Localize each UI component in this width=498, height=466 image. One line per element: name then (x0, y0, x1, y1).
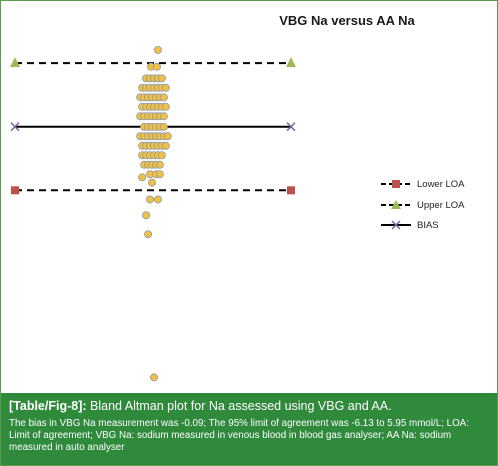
legend-item-bias: BIAS (381, 220, 439, 231)
data-point (138, 173, 147, 182)
data-point (161, 102, 170, 111)
triangle-marker-icon (391, 200, 401, 209)
upper-loa-marker-right (286, 57, 296, 68)
data-point (155, 170, 164, 179)
data-point (148, 178, 157, 187)
legend: Lower LOA Upper LOA BIAS (381, 179, 465, 231)
data-point (159, 122, 168, 131)
data-point (157, 151, 166, 160)
caption-note: The bias in VBG Na measurement was -0.09… (9, 417, 469, 454)
data-point (161, 83, 170, 92)
data-point (153, 45, 162, 54)
data-point (149, 373, 158, 382)
upper-loa-marker-left (10, 57, 20, 68)
caption-heading: [Table/Fig-8]: Bland Altman plot for Na … (9, 399, 489, 415)
data-point (155, 160, 164, 169)
data-point (142, 211, 151, 220)
data-point (163, 132, 172, 141)
chart-title: VBG Na versus AA Na (279, 13, 415, 28)
x-marker-icon (391, 220, 401, 230)
data-point (157, 74, 166, 83)
data-point (161, 141, 170, 150)
lower-loa-marker-right (287, 186, 295, 195)
bland-altman-plot: VBG Na versus AA Na Lower LOA Upper LOA (10, 13, 465, 382)
legend-item-upper-loa: Upper LOA (381, 200, 465, 211)
bias-marker-left (10, 122, 20, 132)
data-point (144, 230, 153, 239)
legend-label-upper-loa: Upper LOA (417, 200, 465, 211)
caption-text: Bland Altman plot for Na assessed using … (86, 399, 392, 413)
legend-item-lower-loa: Lower LOA (381, 179, 465, 190)
square-marker-icon (392, 180, 400, 188)
data-point (152, 62, 161, 71)
caption-tag: [Table/Fig-8]: (9, 399, 87, 413)
data-points (136, 45, 172, 382)
figure-caption: [Table/Fig-8]: Bland Altman plot for Na … (1, 393, 497, 465)
data-point (159, 93, 168, 102)
lower-loa-marker-left (11, 186, 19, 195)
data-point (159, 112, 168, 121)
legend-label-lower-loa: Lower LOA (417, 179, 465, 190)
data-point (153, 195, 162, 204)
data-point (146, 195, 155, 204)
legend-label-bias: BIAS (417, 220, 439, 231)
bias-marker-right (286, 122, 296, 132)
